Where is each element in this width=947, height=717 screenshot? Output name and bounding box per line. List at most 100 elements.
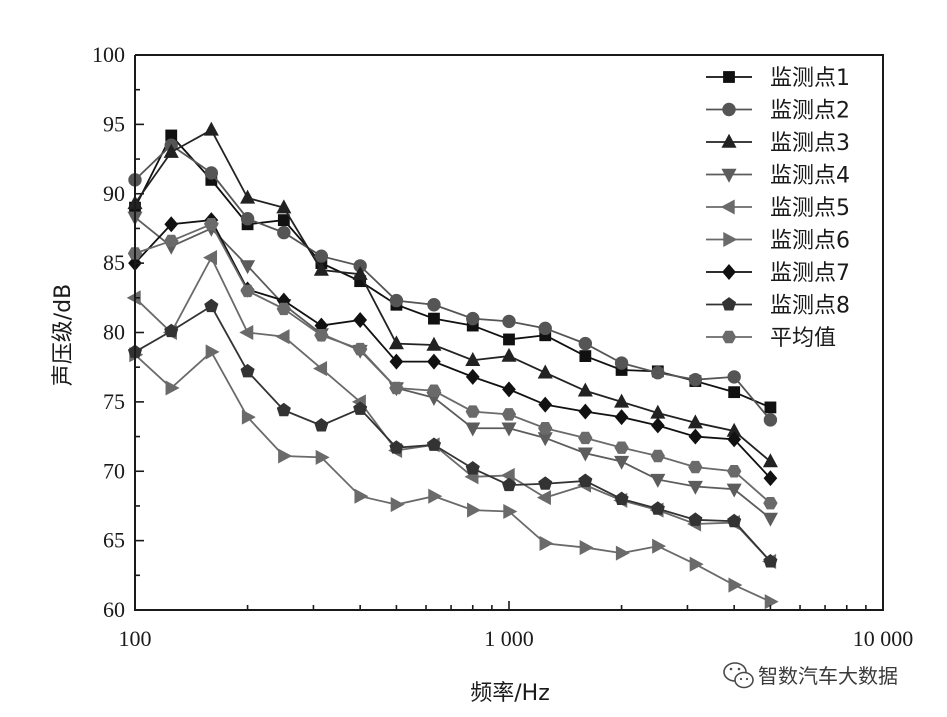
data-point (204, 298, 219, 313)
series-5 (126, 250, 777, 569)
series-line (134, 128, 771, 463)
legend-marker (722, 264, 736, 280)
series-9 (127, 218, 778, 510)
data-point (240, 363, 255, 378)
data-point (763, 554, 778, 568)
data-point (615, 545, 630, 561)
series-line (134, 223, 772, 504)
legend-item: 平均值 (706, 326, 836, 351)
data-point (614, 409, 629, 426)
data-point (614, 356, 629, 370)
legend-marker (723, 71, 735, 83)
series-2 (128, 138, 778, 427)
legend-label: 监测点1 (770, 66, 850, 91)
data-point (163, 143, 179, 158)
x-tick-label: 10 000 (853, 626, 914, 651)
data-point (687, 480, 703, 495)
legend-marker (721, 133, 737, 148)
data-point (762, 453, 778, 468)
data-point (465, 405, 480, 418)
data-point (578, 431, 593, 445)
data-point (203, 250, 218, 266)
data-point (465, 351, 481, 366)
data-point (466, 311, 480, 326)
data-point (726, 465, 742, 478)
data-point (763, 496, 778, 510)
legend-item: 监测点1 (706, 66, 850, 91)
series-3 (127, 121, 778, 468)
legend-label: 监测点2 (770, 99, 850, 124)
data-point (241, 409, 256, 425)
data-point (503, 503, 518, 520)
data-point (614, 393, 630, 408)
data-point (502, 314, 516, 329)
series-line (134, 350, 771, 603)
data-point (240, 212, 255, 226)
legend-label: 监测点7 (770, 261, 850, 286)
legend-label: 监测点8 (770, 294, 850, 319)
data-point (275, 329, 290, 345)
data-point (688, 428, 703, 445)
legend-marker (721, 297, 737, 311)
data-point (426, 384, 442, 397)
data-point (727, 370, 741, 384)
y-tick-label: 90 (103, 181, 125, 206)
data-point (427, 353, 441, 370)
data-point (389, 353, 404, 370)
data-point (354, 488, 369, 504)
data-point (165, 380, 180, 396)
data-point (538, 321, 552, 336)
data-point (501, 408, 517, 421)
data-point (689, 556, 704, 572)
data-point (614, 441, 629, 454)
y-tick-label: 65 (103, 528, 125, 553)
legend-marker (722, 102, 736, 117)
data-point (650, 501, 665, 515)
data-point (426, 336, 442, 351)
data-point (276, 199, 292, 214)
data-point (650, 449, 666, 463)
y-tick-label: 95 (103, 111, 125, 136)
data-point (428, 488, 443, 504)
data-point (313, 361, 328, 377)
data-point (537, 364, 553, 379)
data-point (501, 477, 517, 492)
data-point (465, 368, 480, 385)
data-point (427, 298, 441, 312)
legend-marker (721, 330, 737, 344)
y-tick-label: 85 (103, 250, 125, 275)
legend-label: 平均值 (770, 326, 836, 351)
legend-item: 监测点2 (706, 99, 850, 124)
data-point (389, 381, 404, 395)
legend-marker (720, 199, 735, 215)
data-point (314, 329, 329, 342)
legend: 监测点1 监测点2 监测点3 监测点4 监测点5 监测点6 监测点7 监测点8 平均值 (706, 66, 850, 351)
series-7 (128, 212, 778, 487)
y-tick-label: 60 (103, 597, 125, 622)
data-point (728, 577, 743, 593)
data-point (390, 497, 405, 513)
data-point (426, 437, 442, 451)
legend-marker (721, 168, 737, 183)
y-tick-label: 100 (92, 42, 125, 67)
data-point (353, 401, 368, 415)
series-line (134, 304, 772, 563)
legend-item: 监测点3 (706, 131, 850, 156)
data-point (727, 431, 742, 448)
data-point (164, 234, 179, 248)
y-tick-label: 70 (103, 458, 125, 483)
series-line (134, 144, 772, 421)
data-point (467, 502, 482, 518)
data-point (277, 214, 290, 227)
data-point (314, 418, 329, 432)
data-point (276, 402, 291, 417)
data-point (650, 473, 666, 488)
legend-item: 监测点5 (706, 196, 850, 221)
data-point (727, 513, 742, 528)
legend-label: 监测点5 (770, 196, 850, 221)
data-point (538, 476, 553, 490)
data-point (688, 372, 703, 387)
data-point (164, 216, 179, 233)
data-point (240, 260, 256, 275)
legend-item: 监测点8 (706, 294, 850, 319)
